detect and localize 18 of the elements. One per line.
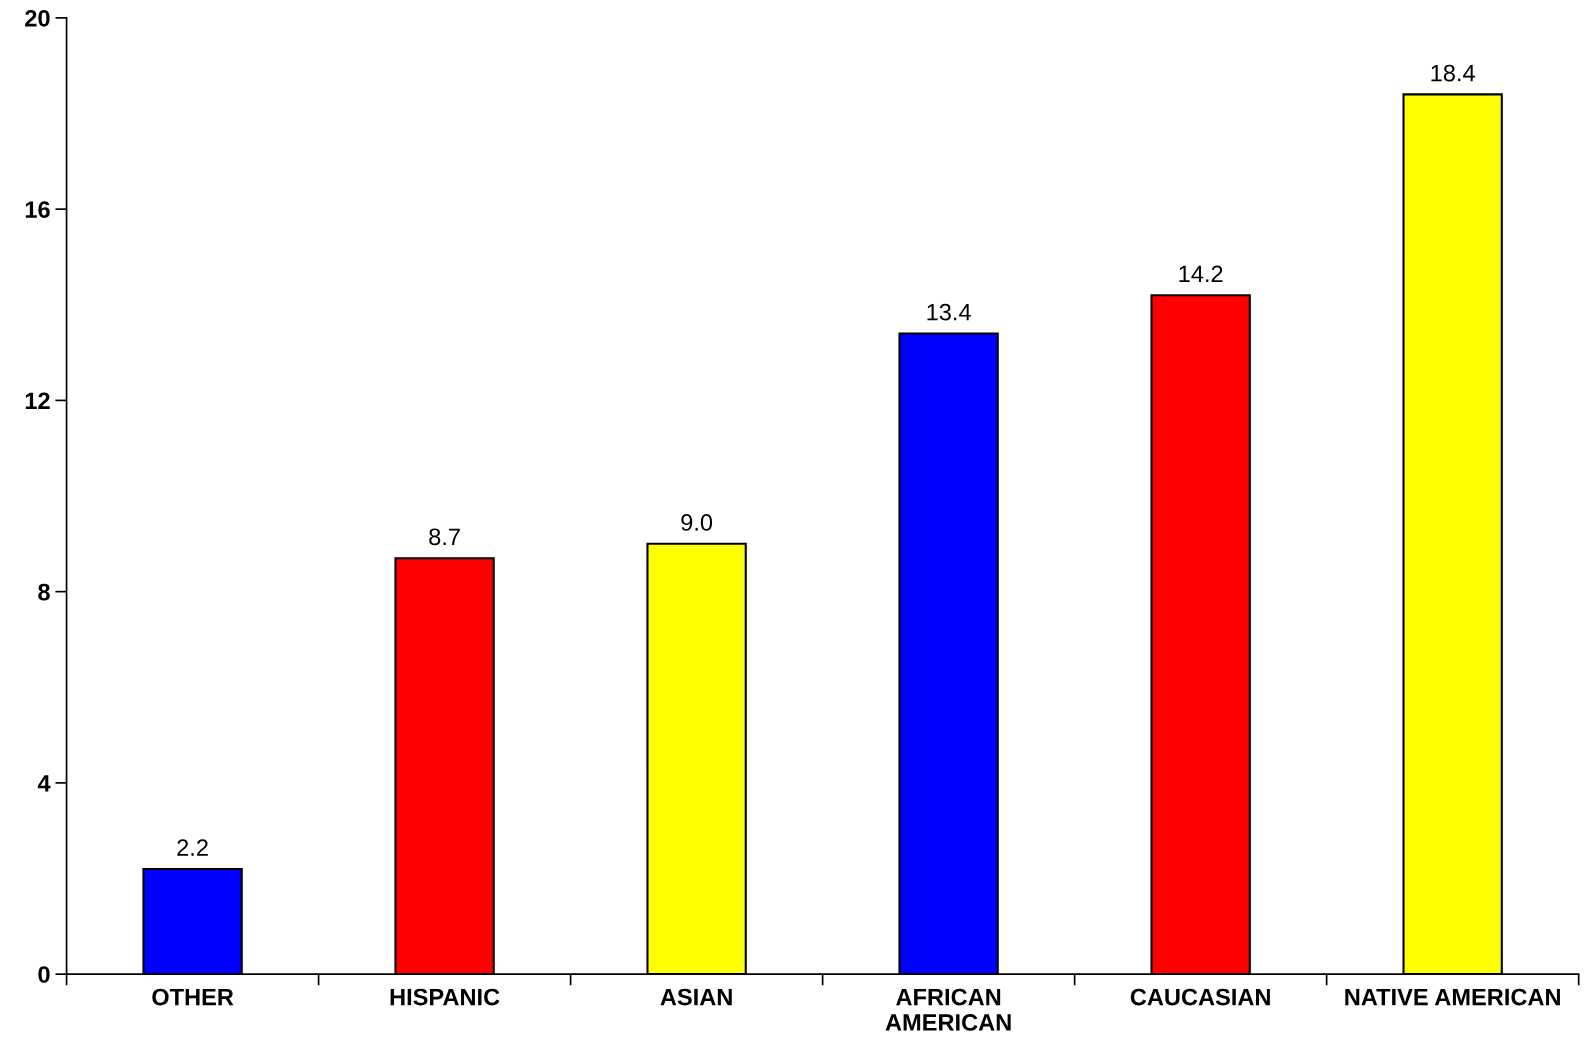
data-label: 13.4 — [927, 303, 971, 321]
x-tick-label: AFRICAN AMERICAN — [885, 988, 1011, 1031]
data-label: 18.4 — [1431, 64, 1475, 82]
y-tick-label: 12 — [25, 392, 50, 409]
x-tick-label: CAUCASIAN — [1130, 988, 1270, 1006]
y-tick-label: 8 — [38, 583, 50, 601]
data-label: 14.2 — [1179, 265, 1223, 282]
y-tick-label: 20 — [25, 9, 50, 27]
x-tick-label: HISPANIC — [390, 988, 500, 1006]
x-tick-label: NATIVE AMERICAN — [1345, 988, 1560, 1006]
x-tick-label: ASIAN — [660, 988, 732, 1006]
y-tick-label: 0 — [38, 966, 50, 983]
y-tick-label: 16 — [25, 201, 50, 218]
data-label: 8.7 — [429, 528, 460, 546]
y-tick-label: 4 — [37, 775, 51, 792]
data-label: 2.2 — [177, 839, 208, 856]
data-label: 9.0 — [681, 514, 713, 531]
x-tick-label: OTHER — [152, 988, 234, 1006]
